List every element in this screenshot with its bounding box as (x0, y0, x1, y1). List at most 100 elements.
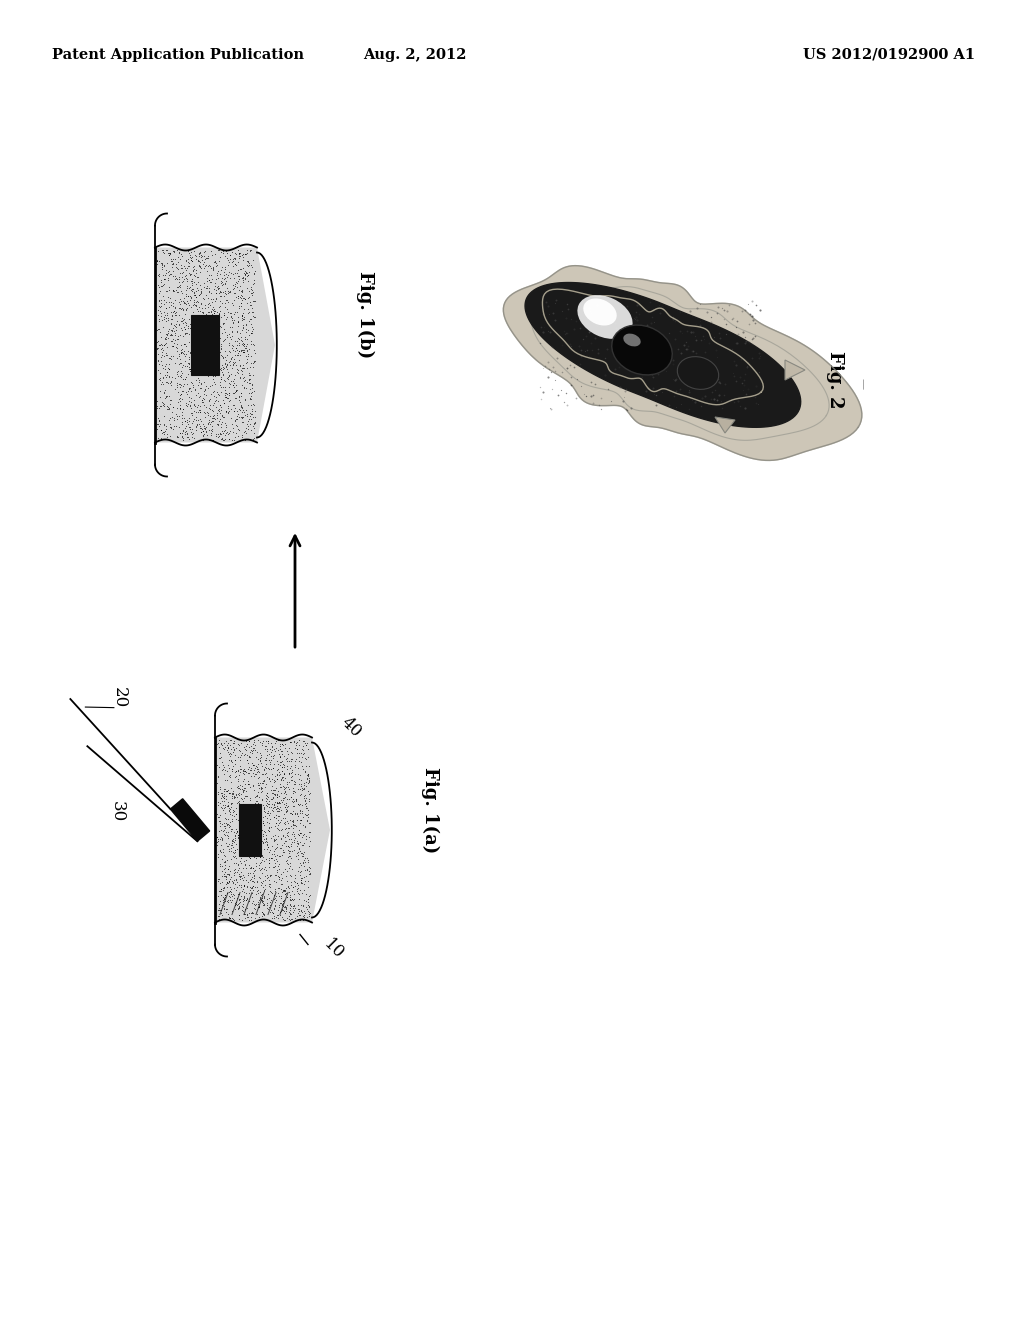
Point (224, 249, 241, 271)
Point (226, 800, 243, 821)
Point (231, 892, 248, 913)
Point (281, 878, 297, 899)
Point (152, 354, 168, 375)
Point (252, 731, 268, 752)
Point (187, 407, 204, 428)
Point (290, 841, 306, 862)
Point (225, 251, 242, 272)
Point (230, 793, 247, 814)
Point (250, 748, 266, 770)
Point (298, 883, 314, 904)
Point (288, 788, 304, 809)
Point (295, 834, 311, 855)
Point (285, 791, 301, 812)
Point (739, 355, 756, 376)
Point (289, 833, 305, 854)
Point (243, 277, 259, 298)
Point (213, 356, 229, 378)
Point (257, 828, 273, 849)
Point (243, 857, 259, 878)
Point (270, 759, 287, 780)
Point (234, 888, 251, 909)
Point (242, 789, 258, 810)
Point (234, 305, 251, 326)
Point (299, 810, 315, 832)
Point (263, 816, 280, 837)
Point (227, 409, 244, 430)
Point (169, 376, 185, 397)
Point (174, 401, 190, 422)
Point (241, 746, 257, 767)
Point (283, 833, 299, 854)
Point (229, 771, 246, 792)
Point (178, 395, 195, 416)
Point (270, 801, 287, 822)
Point (241, 310, 257, 331)
Polygon shape (155, 248, 275, 442)
Point (243, 314, 259, 335)
Point (292, 832, 308, 853)
Point (269, 904, 286, 925)
Point (278, 850, 294, 871)
Point (156, 255, 172, 276)
Point (190, 271, 207, 292)
Point (244, 902, 260, 923)
Point (583, 371, 599, 392)
Point (183, 391, 200, 412)
Point (174, 308, 190, 329)
Point (228, 414, 245, 436)
Point (240, 907, 256, 928)
Point (163, 313, 179, 334)
Point (177, 417, 194, 438)
Point (261, 875, 278, 896)
Point (194, 333, 210, 354)
Point (179, 315, 196, 337)
Point (626, 326, 642, 347)
Point (253, 842, 269, 863)
Point (215, 739, 231, 760)
Point (240, 253, 256, 275)
Point (197, 416, 213, 437)
Point (205, 297, 221, 318)
Point (293, 809, 309, 830)
Point (230, 809, 247, 830)
Point (680, 360, 696, 381)
Point (154, 252, 170, 273)
Point (203, 272, 219, 293)
Point (238, 337, 254, 358)
Point (213, 797, 229, 818)
Point (229, 362, 246, 383)
Point (177, 411, 194, 432)
Point (210, 312, 226, 333)
Point (243, 758, 259, 779)
Point (232, 892, 249, 913)
Point (184, 268, 201, 289)
Point (220, 264, 237, 285)
Point (275, 763, 292, 784)
Point (699, 302, 716, 323)
Point (152, 290, 168, 312)
Point (212, 840, 228, 861)
Point (238, 264, 254, 285)
Point (721, 294, 737, 315)
Point (203, 326, 219, 347)
Point (206, 331, 222, 352)
Point (284, 890, 300, 911)
Point (218, 849, 234, 870)
Point (156, 309, 172, 330)
Point (745, 327, 762, 348)
Point (168, 338, 184, 359)
Point (236, 333, 252, 354)
Point (209, 279, 225, 300)
Point (171, 346, 187, 367)
Point (240, 758, 256, 779)
Point (294, 867, 310, 888)
Point (186, 326, 203, 347)
Point (229, 339, 246, 360)
Point (567, 388, 584, 409)
Point (180, 426, 197, 447)
Point (744, 333, 761, 354)
Point (218, 384, 234, 405)
Point (215, 888, 231, 909)
Point (188, 286, 205, 308)
